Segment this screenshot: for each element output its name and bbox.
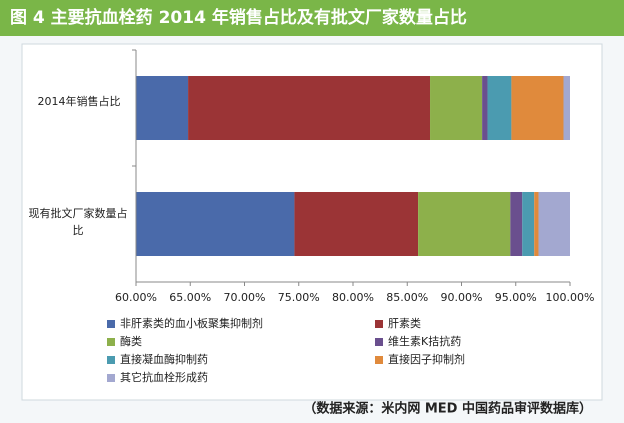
legend-swatch <box>375 338 383 346</box>
legend-label: 维生素K拮抗药 <box>388 334 461 348</box>
bar-segment <box>511 76 564 140</box>
title-bar <box>0 0 624 36</box>
legend-label: 直接凝血酶抑制药 <box>120 352 208 366</box>
legend-swatch <box>107 374 115 382</box>
bar-segment <box>538 192 570 256</box>
x-tick-label: 65.00% <box>169 291 211 304</box>
x-tick-label: 75.00% <box>278 291 320 304</box>
x-tick-label: 70.00% <box>224 291 266 304</box>
legend-label: 酶类 <box>120 334 142 348</box>
legend-label: 肝素类 <box>388 316 421 330</box>
bar-segment <box>188 76 431 140</box>
bar-segment <box>418 192 511 256</box>
source-note: （数据来源：米内网 MED 中国药品审评数据库） <box>303 401 592 417</box>
bar-segment <box>534 192 539 256</box>
legend-label: 直接因子抑制剂 <box>388 352 465 366</box>
x-tick-label: 95.00% <box>495 291 537 304</box>
x-tick-label: 80.00% <box>332 291 374 304</box>
x-tick-label: 85.00% <box>386 291 428 304</box>
x-tick-label: 100.00% <box>546 291 595 304</box>
legend-swatch <box>375 320 383 328</box>
bar-segment <box>510 192 523 256</box>
chart-title: 图 4 主要抗血栓药 2014 年销售占比及有批文厂家数量占比 <box>10 7 467 28</box>
bar-segment <box>294 192 419 256</box>
bar-segment <box>487 76 512 140</box>
bar-segment <box>563 76 570 140</box>
legend-swatch <box>107 356 115 364</box>
bar-segment <box>430 76 483 140</box>
bar-segment <box>136 192 295 256</box>
legend-label: 其它抗血栓形成药 <box>120 370 208 384</box>
bar-segment <box>482 76 488 140</box>
legend-swatch <box>107 320 115 328</box>
bar-segment <box>522 192 535 256</box>
legend-swatch <box>107 338 115 346</box>
x-tick-label: 60.00% <box>115 291 157 304</box>
category-label: 2014年销售占比 <box>37 95 121 108</box>
legend-swatch <box>375 356 383 364</box>
bar-segment <box>136 76 189 140</box>
x-tick-label: 90.00% <box>441 291 483 304</box>
legend-label: 非肝素类的血小板聚集抑制剂 <box>120 316 263 330</box>
category-label: 现有批文厂家数量占比 <box>28 207 128 237</box>
